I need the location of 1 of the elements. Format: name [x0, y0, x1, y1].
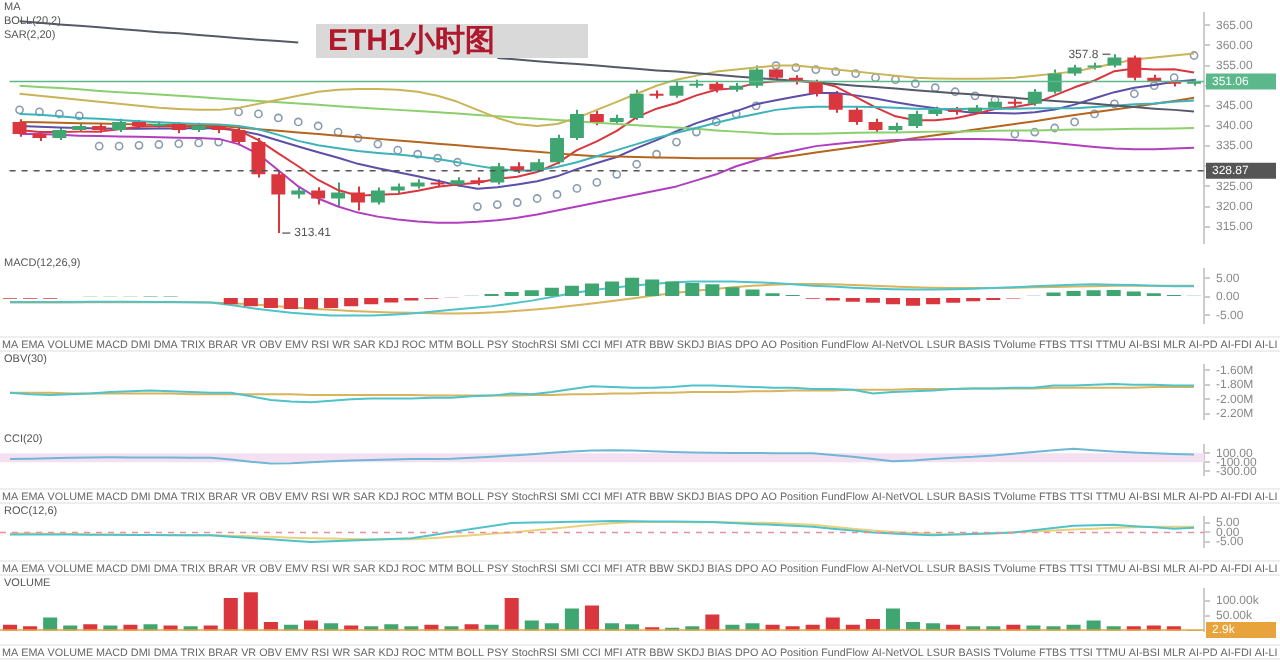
- chart-title: ETH1小时图: [328, 24, 495, 58]
